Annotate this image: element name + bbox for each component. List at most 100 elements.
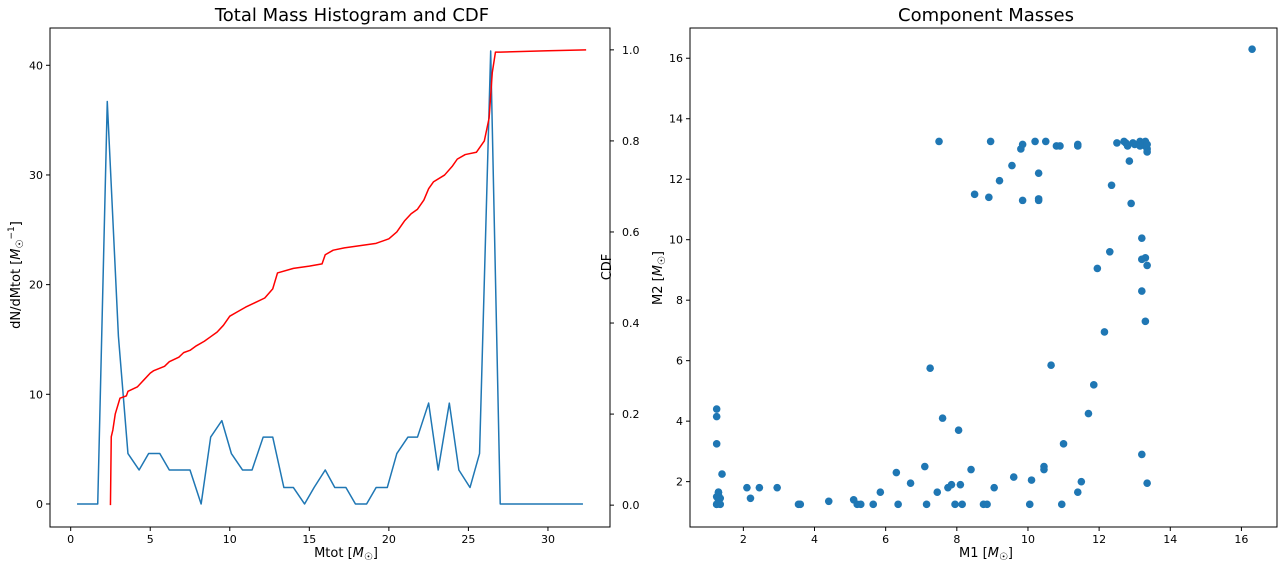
- histogram-line: [77, 50, 583, 505]
- left-chart: Total Mass Histogram and CDF 0 5 10 15 20 25 3…: [7, 5, 640, 563]
- scatter-point: [1141, 254, 1150, 262]
- scatter-point: [1143, 261, 1151, 270]
- scatter-point: [985, 193, 993, 202]
- x-tick-label: 5: [147, 533, 154, 546]
- scatter-point: [1009, 473, 1018, 481]
- scatter-point: [938, 414, 947, 422]
- y2-tick-label: 0.0: [622, 499, 640, 512]
- x-tick-label: 8: [953, 533, 960, 546]
- right-chart: Component Masses 2 4 6 8 10 12 14 16 2 4 6 8 10 12 14…: [651, 5, 1278, 563]
- x-tick-label: 2: [740, 533, 747, 546]
- left-y2-axis: 0.0 0.2 0.4 0.6 0.8 1.0: [610, 44, 640, 512]
- scatter-point: [1143, 148, 1151, 156]
- y-tick-label: 10: [669, 234, 683, 247]
- right-x-axis: 2 4 6 8 10 12 14 16: [740, 527, 1248, 546]
- scatter-point: [1031, 137, 1039, 146]
- scatter-point: [958, 500, 966, 509]
- scatter-point: [954, 426, 963, 435]
- scatter-point: [947, 480, 956, 489]
- scatter-point: [1077, 477, 1086, 486]
- scatter-point: [1127, 199, 1135, 208]
- right-chart-marks: [712, 45, 1256, 509]
- cdf-line: [109, 49, 587, 506]
- scatter-point: [1248, 45, 1256, 53]
- scatter-point: [1100, 328, 1109, 336]
- left-x-axis-label: Mtot [M☉]: [314, 546, 378, 563]
- y-tick-label: 12: [669, 173, 683, 186]
- y-tick-label: 30: [29, 169, 43, 182]
- scatter-point: [1105, 247, 1114, 256]
- scatter-point: [933, 488, 942, 497]
- scatter-point: [906, 479, 915, 487]
- scatter-point: [935, 137, 943, 146]
- scatter-point: [755, 483, 764, 492]
- scatter-point: [1143, 140, 1151, 149]
- x-tick-label: 0: [67, 533, 74, 546]
- scatter-point: [824, 497, 833, 506]
- scatter-point: [921, 462, 929, 471]
- scatter-point: [1073, 142, 1082, 150]
- scatter-point: [1034, 169, 1043, 177]
- scatter-point: [1025, 500, 1034, 509]
- scatter-point: [995, 176, 1004, 185]
- scatter-point: [1143, 479, 1151, 487]
- scatter-point: [712, 412, 721, 421]
- y2-tick-label: 0.8: [622, 135, 640, 148]
- x-tick-label: 6: [882, 533, 889, 546]
- y-tick-label: 40: [29, 59, 43, 72]
- scatter-point: [1138, 450, 1146, 459]
- x-tick-label: 15: [302, 533, 316, 546]
- scatter-point: [1059, 440, 1068, 448]
- scatter-point: [796, 500, 805, 509]
- y-tick-label: 2: [676, 476, 683, 489]
- scatter-point: [718, 470, 726, 478]
- scatter-point: [1041, 137, 1050, 146]
- scatter-point: [856, 500, 865, 509]
- scatter-point: [746, 494, 755, 503]
- right-plot-frame: [689, 27, 1278, 528]
- right-x-axis-label: M1 [M☉]: [959, 546, 1013, 563]
- scatter-point: [926, 364, 934, 373]
- scatter-point: [1138, 234, 1146, 242]
- left-x-axis: 0 5 10 15 20 25 30: [67, 527, 555, 546]
- y2-tick-label: 0.4: [622, 317, 640, 330]
- y-tick-label: 4: [676, 415, 683, 428]
- y-tick-label: 16: [669, 52, 683, 65]
- scatter-point: [1027, 476, 1036, 484]
- scatter-point: [876, 488, 885, 497]
- scatter-point: [1141, 317, 1150, 326]
- x-tick-label: 16: [1234, 533, 1248, 546]
- scatter-point: [1107, 181, 1116, 190]
- right-chart-title: Component Masses: [898, 5, 1074, 26]
- y-tick-label: 8: [676, 294, 683, 307]
- left-y2-axis-label: CDF: [600, 254, 615, 281]
- scatter-point: [1125, 157, 1134, 165]
- scatter-point: [1034, 195, 1043, 203]
- scatter-point: [922, 500, 931, 509]
- scatter-point: [1138, 287, 1146, 295]
- left-plot-frame: [49, 27, 611, 528]
- scatter-point: [1093, 264, 1102, 273]
- left-y-axis: 0 10 20 30 40: [29, 59, 50, 511]
- x-tick-label: 25: [461, 533, 475, 546]
- right-y-axis-label: M2 [M☉]: [651, 251, 668, 305]
- scatter-point: [773, 483, 781, 492]
- scatter-point: [1008, 161, 1016, 170]
- scatter-point: [743, 483, 751, 492]
- scatter-point: [892, 468, 901, 477]
- right-y-axis: 2 4 6 8 10 12 14 16: [669, 52, 690, 489]
- scatter-point: [967, 465, 975, 474]
- scatter-point: [970, 190, 979, 199]
- scatter-point: [894, 500, 902, 509]
- scatter-point: [956, 480, 965, 489]
- left-chart-title: Total Mass Histogram and CDF: [214, 5, 489, 26]
- left-y-axis-label: dN/dMtot [M☉−1]: [7, 221, 26, 329]
- scatter-point: [712, 440, 721, 448]
- scatter-point: [1040, 462, 1048, 471]
- scatter-point: [712, 405, 721, 413]
- scatter-point: [990, 483, 998, 492]
- scatter-point: [951, 500, 959, 509]
- scatter-point: [714, 488, 723, 497]
- y-tick-label: 20: [29, 279, 43, 292]
